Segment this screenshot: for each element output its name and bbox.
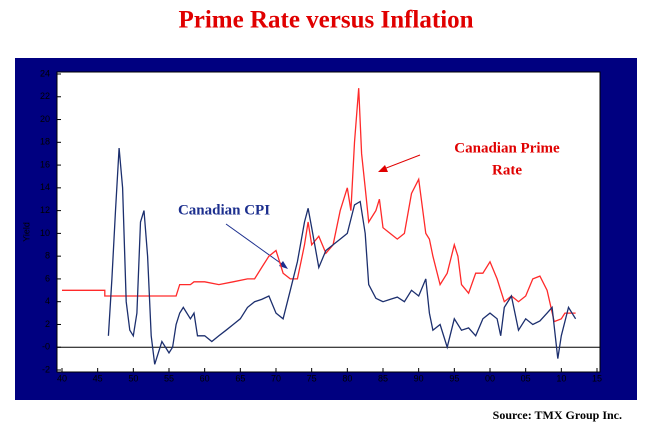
- x-tick-label: 45: [93, 373, 103, 383]
- plot-area: [56, 71, 601, 373]
- x-tick-label: 10: [556, 373, 566, 383]
- x-tick-label: 70: [271, 373, 281, 383]
- y-tick-label: 24: [40, 68, 50, 78]
- x-tick-label: 55: [164, 373, 174, 383]
- series-line: [62, 88, 576, 323]
- arrow: [225, 223, 287, 268]
- x-tick-label: 40: [57, 373, 67, 383]
- y-tick-label: 14: [40, 182, 50, 192]
- y-tick-label: 8: [45, 251, 50, 261]
- x-tick-label: 75: [307, 373, 317, 383]
- x-tick-label: 80: [342, 373, 352, 383]
- y-tick-label: 12: [40, 205, 50, 215]
- arrow: [380, 154, 421, 171]
- y-tick-label: 2: [45, 319, 50, 329]
- x-tick-label: 05: [521, 373, 531, 383]
- annotation: Rate: [492, 162, 522, 178]
- annotation: Canadian Prime: [454, 140, 560, 156]
- source: Source: TMX Group Inc.: [493, 408, 622, 422]
- y-tick-label: -2: [42, 364, 50, 374]
- x-tick-label: 00: [485, 373, 495, 383]
- y-tick-label: 10: [40, 228, 50, 238]
- x-tick-label: 85: [378, 373, 388, 383]
- y-tick-label: 6: [45, 273, 50, 283]
- x-tick-label: 50: [128, 373, 138, 383]
- x-tick-label: 95: [449, 373, 459, 383]
- x-tick-label: 60: [200, 373, 210, 383]
- y-axis-label: Yield: [21, 222, 31, 242]
- y-tick-label: 16: [40, 159, 50, 169]
- arrowhead: [279, 261, 288, 269]
- y-tick-label: 22: [40, 91, 50, 101]
- y-tick-label: 20: [40, 114, 50, 124]
- x-tick-label: 90: [414, 373, 424, 383]
- series-line: [107, 147, 577, 365]
- chart-title: Prime Rate versus Inflation: [178, 7, 473, 34]
- x-tick-label: 15: [592, 373, 602, 383]
- annotation: Canadian CPI: [178, 202, 270, 218]
- arrowhead: [378, 165, 388, 172]
- y-tick-label: -0: [42, 342, 50, 352]
- x-tick-label: 65: [235, 373, 245, 383]
- y-tick-label: 18: [40, 137, 50, 147]
- y-tick-label: 4: [45, 296, 50, 306]
